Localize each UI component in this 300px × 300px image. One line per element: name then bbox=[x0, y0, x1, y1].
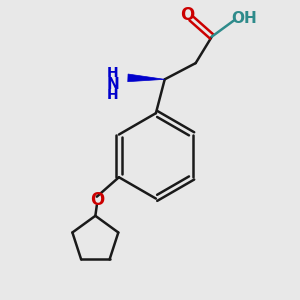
Polygon shape bbox=[128, 74, 165, 82]
Text: O: O bbox=[180, 6, 194, 24]
Text: OH: OH bbox=[231, 11, 257, 26]
Text: O: O bbox=[90, 190, 104, 208]
Text: N: N bbox=[106, 77, 119, 92]
Text: H: H bbox=[107, 88, 118, 102]
Text: H: H bbox=[107, 66, 118, 80]
